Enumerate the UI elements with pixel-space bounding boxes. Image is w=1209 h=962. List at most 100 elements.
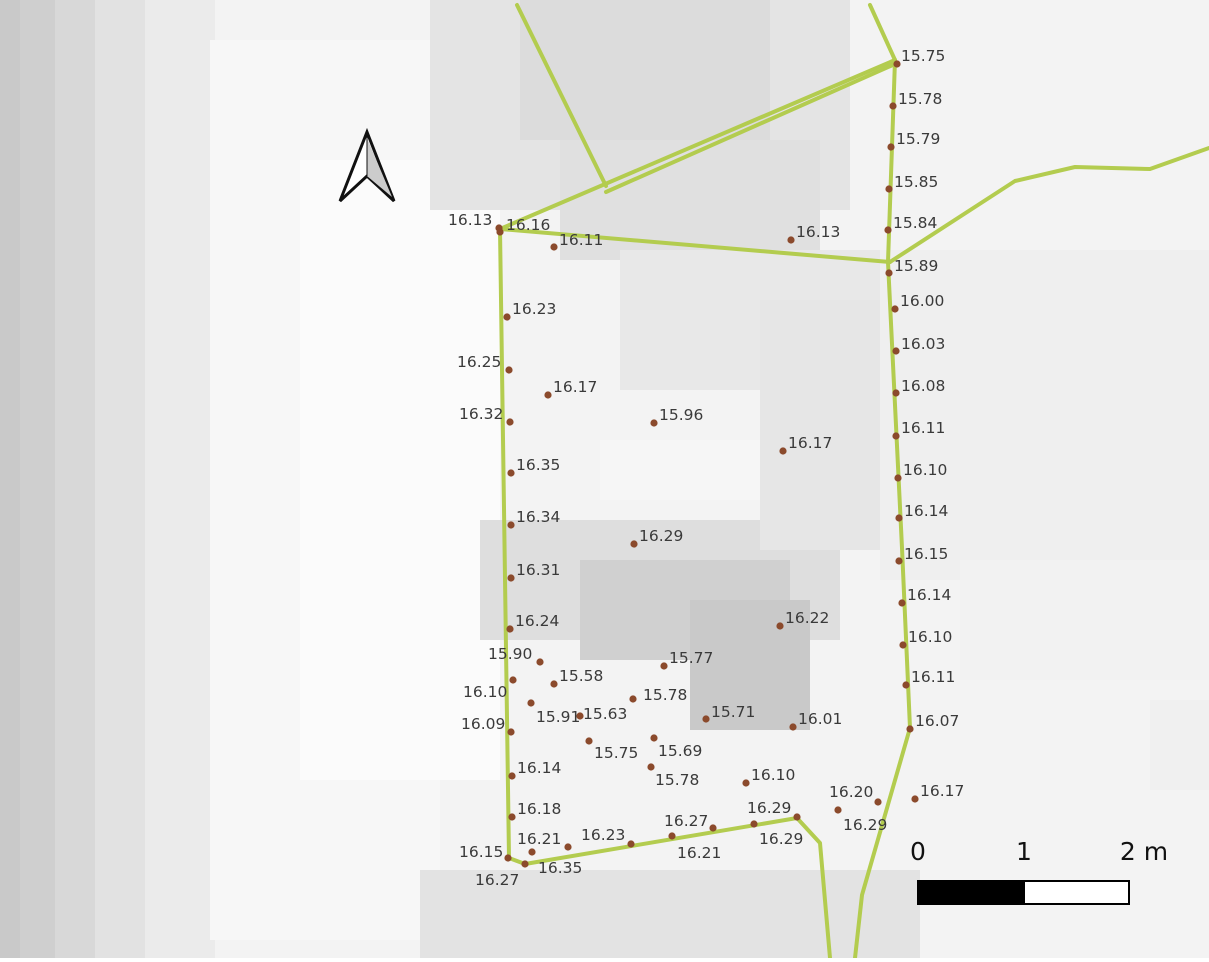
spot-height-label: 16.25: [457, 353, 501, 371]
spot-height-label: 15.78: [643, 686, 687, 704]
spot-height-label: 15.75: [901, 47, 945, 65]
scale-label-0: 0: [910, 837, 926, 866]
boundary-lines: [498, 3, 1209, 960]
spot-height-point: [536, 658, 544, 666]
spot-height-point: [891, 305, 899, 313]
spot-height-label: 16.22: [785, 609, 829, 627]
spot-height-point: [507, 469, 515, 477]
spot-height-point: [779, 447, 787, 455]
spot-height-point: [650, 734, 658, 742]
spot-height-point: [789, 723, 797, 731]
spot-height-point: [874, 798, 882, 806]
boundary-line-diagonal-to-east: [498, 58, 897, 231]
spot-height-point: [885, 269, 893, 277]
spot-height-label: 16.17: [788, 434, 832, 452]
spot-height-label: 16.11: [559, 231, 603, 249]
spot-height-label: 15.96: [659, 406, 703, 424]
boundary-line-west: [498, 227, 511, 860]
spot-height-point: [528, 848, 536, 856]
spot-height-label: 16.10: [463, 683, 507, 701]
spot-height-point: [742, 779, 750, 787]
boundary-line-double-diagonal: [604, 62, 897, 194]
spot-height-point: [895, 557, 903, 565]
spot-height-point: [898, 599, 906, 607]
spot-height-label: 16.31: [516, 561, 560, 579]
spot-height-point: [892, 347, 900, 355]
spot-height-point: [834, 806, 842, 814]
spot-height-point: [902, 681, 910, 689]
spot-height-label: 16.17: [553, 378, 597, 396]
spot-height-label: 16.32: [459, 405, 503, 423]
spot-height-label: 16.11: [911, 668, 955, 686]
boundary-line-north-diagonal: [515, 3, 608, 188]
spot-height-label: 16.29: [747, 799, 791, 817]
spot-height-label: 16.29: [639, 527, 683, 545]
spot-height-label: 16.10: [751, 766, 795, 784]
spot-height-label: 15.63: [583, 705, 627, 723]
spot-height-label: 16.11: [901, 419, 945, 437]
spot-height-point: [507, 521, 515, 529]
spot-height-point: [585, 737, 593, 745]
spot-height-point: [892, 389, 900, 397]
spot-height-point: [647, 763, 655, 771]
spot-height-label: 16.27: [475, 871, 519, 889]
spot-height-point: [509, 676, 517, 684]
spot-height-label: 16.10: [903, 461, 947, 479]
spot-height-point: [506, 418, 514, 426]
spot-height-point: [503, 313, 511, 321]
spot-height-point: [629, 695, 637, 703]
spot-height-label: 15.79: [896, 130, 940, 148]
spot-height-point: [507, 728, 515, 736]
spot-height-point: [702, 715, 710, 723]
spot-height-point: [550, 243, 558, 251]
spot-height-label: 16.01: [798, 710, 842, 728]
spot-height-label: 15.89: [894, 257, 938, 275]
spot-height-label: 16.23: [512, 300, 556, 318]
spot-height-label: 15.78: [655, 771, 699, 789]
scale-label-1: 1: [1016, 837, 1032, 866]
spot-height-label: 16.14: [907, 586, 951, 604]
spot-height-label: 16.16: [506, 216, 550, 234]
spot-height-point: [884, 226, 892, 234]
spot-height-label: 16.15: [904, 545, 948, 563]
spot-height-point: [776, 622, 784, 630]
spot-height-point: [793, 813, 801, 821]
scale-bar-segment-dark: [917, 880, 1025, 905]
spot-height-point: [893, 60, 901, 68]
spot-height-point: [527, 699, 535, 707]
spot-height-label: 16.29: [759, 830, 803, 848]
boundary-line-inner-north: [498, 227, 892, 264]
spot-height-point: [550, 680, 558, 688]
spot-height-point: [787, 236, 795, 244]
spot-height-label: 15.91: [536, 708, 580, 726]
spot-height-point: [894, 474, 902, 482]
spot-height-label: 16.14: [904, 502, 948, 520]
boundary-line-top-right-stub: [868, 3, 897, 62]
boundary-line-east-road: [888, 146, 1209, 264]
spot-height-label: 16.27: [664, 812, 708, 830]
scale-label-2m: 2 m: [1120, 837, 1168, 866]
spot-height-label: 16.14: [517, 759, 561, 777]
spot-height-label: 16.07: [915, 712, 959, 730]
spot-height-labels: 15.75 15.78 15.79 15.85 15.84 16.13 15.89 16.00…: [448, 47, 964, 889]
spot-height-point: [564, 843, 572, 851]
spot-height-label: 15.71: [711, 703, 755, 721]
spot-height-point: [496, 228, 504, 236]
spot-height-label: 15.85: [894, 173, 938, 191]
spot-height-label: 16.00: [900, 292, 944, 310]
spot-height-point: [889, 102, 897, 110]
spot-height-label: 16.21: [677, 844, 721, 862]
spot-height-label: 16.08: [901, 377, 945, 395]
spot-height-point: [899, 641, 907, 649]
spot-height-point: [906, 725, 914, 733]
spot-height-point: [508, 772, 516, 780]
spot-height-point: [508, 813, 516, 821]
spot-height-label: 15.84: [893, 214, 937, 232]
spot-height-point: [544, 391, 552, 399]
spot-height-point: [750, 820, 758, 828]
spot-height-label: 16.34: [516, 508, 560, 526]
spot-height-point: [650, 419, 658, 427]
